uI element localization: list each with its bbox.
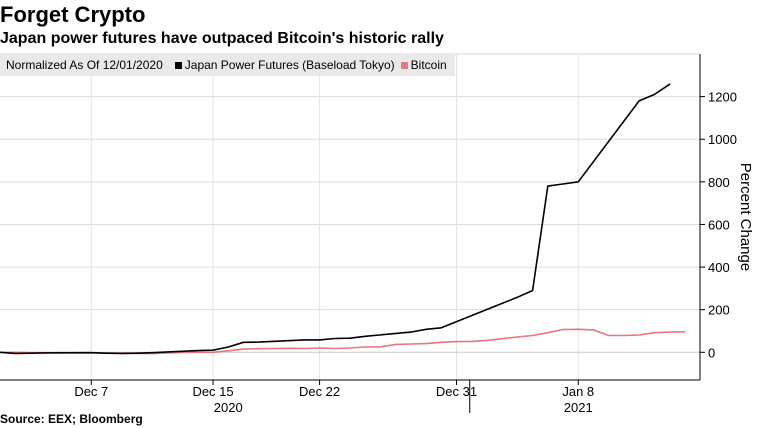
legend-swatch-bitcoin [400, 61, 408, 69]
legend: Normalized As Of 12/01/2020 Japan Power … [0, 54, 455, 76]
y-tick-label: 600 [708, 217, 730, 232]
y-axis-ticks: 0 200 400 600 800 1000 1200 [700, 90, 737, 360]
x-tick-label: Dec 31 [436, 384, 477, 399]
x-tick-label: Dec 15 [192, 384, 233, 399]
y-tick-label: 1200 [708, 90, 737, 105]
legend-item-power-futures: Japan Power Futures (Baseload Tokyo) [174, 54, 395, 76]
series-line-power-futures [0, 83, 671, 355]
plot-area [0, 54, 700, 379]
y-tick-label: 800 [708, 175, 730, 190]
y-axis-label: Percent Change [737, 163, 754, 271]
year-label: 2020 [214, 400, 243, 415]
year-label: 2021 [564, 400, 593, 415]
x-tick-label: Jan 8 [562, 384, 594, 399]
series-lines [0, 83, 686, 355]
x-axis-ticks: Dec 7 Dec 15 Dec 22 Dec 31 Jan 8 2020 2021 [74, 380, 594, 415]
legend-item-bitcoin: Bitcoin [400, 54, 447, 76]
chart-title: Forget Crypto [0, 2, 146, 27]
legend-normalization-note: Normalized As Of 12/01/2020 [6, 58, 163, 72]
legend-swatch-power-futures [174, 61, 182, 69]
y-tick-label: 0 [708, 345, 715, 360]
y-tick-label: 1000 [708, 132, 737, 147]
source-note: Source: EEX; Bloomberg [0, 412, 143, 426]
gridlines [0, 54, 700, 380]
x-tick-label: Dec 7 [74, 384, 108, 399]
plot-frame [0, 53, 700, 379]
legend-label-bitcoin: Bitcoin [410, 58, 447, 72]
y-tick-label: 400 [708, 260, 730, 275]
axes [0, 54, 701, 381]
legend-label-power-futures: Japan Power Futures (Baseload Tokyo) [184, 58, 395, 72]
y-tick-label: 200 [708, 303, 730, 318]
chart-subtitle: Japan power futures have outpaced Bitcoi… [0, 30, 444, 47]
x-tick-label: Dec 22 [299, 384, 340, 399]
